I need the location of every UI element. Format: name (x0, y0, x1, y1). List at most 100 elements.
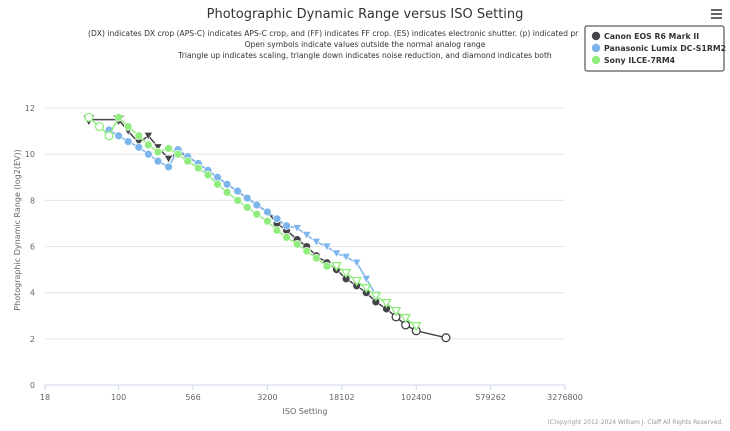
menu-bar-middle (711, 13, 722, 15)
data-point-triangle-down (361, 275, 371, 284)
x-tick-label: 100 (111, 393, 126, 402)
data-point (282, 221, 291, 230)
data-point (233, 196, 242, 205)
data-point-triangle-down (292, 224, 302, 233)
x-tick-label: 579262 (475, 393, 506, 402)
data-point (243, 203, 252, 212)
chart-subtitle-line-2: Open symbols indicate values outside the… (245, 40, 486, 49)
legend-box (584, 25, 725, 72)
data-point-triangle-down (351, 277, 362, 287)
data-point-triangle-down (331, 262, 342, 272)
data-point (104, 131, 114, 141)
data-point-triangle-down (341, 253, 351, 262)
data-point (203, 170, 213, 180)
data-point-triangle-down (311, 238, 322, 247)
data-point (84, 112, 94, 122)
legend: Canon EOS R6 Mark II Panasonic Lumix DC-S… (584, 25, 726, 72)
y-tick-label: 0 (30, 381, 35, 390)
data-point (243, 193, 252, 203)
x-tick-label: 3276800 (547, 393, 583, 402)
data-point-triangle-down (302, 231, 312, 240)
data-point-triangle-down (381, 298, 392, 309)
data-point (213, 180, 222, 189)
x-tick-label: 18 (40, 393, 50, 402)
menu-bar-bottom (711, 17, 722, 19)
data-point (252, 210, 262, 219)
series-3 (84, 112, 422, 332)
legend-marker (591, 43, 601, 53)
legend-label: Canon EOS R6 Mark II (604, 32, 699, 41)
y-tick-label: 6 (30, 243, 35, 252)
y-axis: 0 2 4 6 8 10 12 (25, 104, 35, 390)
x-tick-label: 566 (185, 393, 200, 402)
data-point (164, 144, 173, 153)
chart-title: Photographic Dynamic Range versus ISO Se… (207, 7, 524, 22)
data-point (282, 233, 291, 242)
y-tick-label: 4 (30, 289, 35, 298)
data-point (124, 137, 133, 146)
chart-subtitle-line-3: Triangle up indicates scaling, triangle … (177, 51, 552, 60)
x-axis: 18 100 566 3200 18102 102400 579262 3276800 (40, 384, 583, 402)
data-point (222, 188, 232, 197)
data-point (144, 140, 153, 150)
y-axis-title: Photographic Dynamic Range (log2(EV)) (13, 149, 22, 310)
data-point (144, 150, 153, 159)
data-point (153, 147, 163, 157)
x-tick-label: 3200 (257, 393, 277, 402)
data-point (272, 214, 282, 224)
data-point (263, 216, 272, 226)
series-layer (83, 112, 451, 343)
y-tick-label: 10 (25, 150, 35, 159)
legend-items: Canon EOS R6 Mark II Panasonic Lumix DC-S… (591, 31, 726, 65)
data-point (322, 261, 332, 271)
legend-label: Sony ILCE-7RM4 (604, 56, 676, 65)
legend-marker (591, 31, 601, 41)
data-point-triangle-down (331, 249, 342, 259)
data-point-triangle-down (410, 322, 422, 332)
data-point (173, 150, 183, 159)
data-point-triangle-down (340, 268, 352, 279)
data-point (114, 131, 123, 140)
menu-bar-top (711, 9, 722, 11)
y-tick-label: 12 (25, 104, 35, 113)
data-point-triangle-down (351, 258, 362, 268)
data-point (183, 156, 192, 166)
data-point-triangle-down (400, 313, 411, 324)
chart-subtitle-line-1: (DX) indicates DX crop (APS-C) indicates… (88, 29, 579, 38)
data-point (263, 207, 272, 217)
data-point (222, 180, 232, 189)
data-point (252, 200, 262, 210)
y-tick-label: 2 (30, 335, 35, 344)
data-point-triangle-down (322, 242, 332, 252)
data-point-triangle-down (360, 283, 372, 294)
series-line (108, 129, 377, 296)
data-point (164, 162, 173, 172)
data-point (233, 186, 242, 196)
x-tick-label: 102400 (401, 393, 432, 402)
data-point-triangle-down (153, 143, 163, 152)
legend-label: Panasonic Lumix DC-S1RM2 (604, 44, 726, 53)
data-point (94, 121, 105, 132)
data-point (292, 240, 302, 249)
copyright-credit: (C)opyright 2012-2024 William J. Claff A… (547, 419, 723, 426)
hamburger-menu-icon[interactable] (707, 6, 725, 22)
data-point-triangle-down (163, 155, 174, 164)
data-point-triangle-down (390, 307, 402, 317)
data-point (194, 163, 203, 173)
data-point (124, 122, 133, 131)
x-axis-title: ISO Setting (283, 407, 328, 416)
data-point (312, 253, 321, 263)
data-point (153, 156, 163, 166)
data-point (302, 246, 311, 256)
y-tick-label: 8 (30, 196, 35, 205)
data-point-triangle-down (370, 292, 382, 302)
data-point (441, 333, 451, 343)
data-point (114, 113, 123, 122)
data-point (134, 143, 143, 152)
data-point (134, 131, 143, 140)
data-point-triangle-down (143, 131, 154, 141)
data-point (272, 226, 282, 235)
legend-marker (591, 55, 601, 65)
